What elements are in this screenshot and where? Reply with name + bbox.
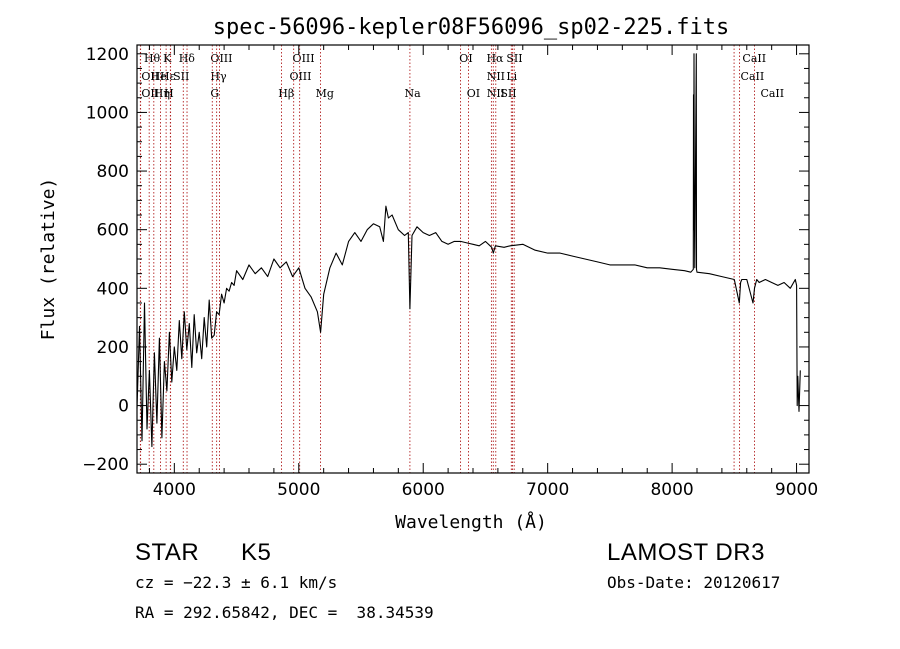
marker-label: CaII	[760, 87, 784, 100]
y-tick-label: 1200	[86, 45, 129, 65]
y-tick-label: −200	[82, 455, 129, 475]
series-line-flux	[136, 53, 801, 448]
y-tick-label: 600	[97, 221, 129, 241]
marker-label: Hε	[160, 70, 176, 83]
marker-label: OIII	[289, 70, 311, 83]
x-tick-label: 6000	[402, 480, 445, 500]
marker-label: OIII	[293, 52, 315, 65]
y-axis-label: Flux (relative)	[38, 178, 59, 341]
marker-label: Hα	[486, 52, 504, 65]
marker-label: OIII	[210, 52, 232, 65]
y-tick-label: 400	[97, 279, 129, 299]
marker-label: Hβ	[278, 87, 294, 100]
axis-ticks: 4000 5000 6000 7000 8000 9000 −200 0 200 400 600 80…	[82, 45, 818, 500]
survey-name: LAMOST DR3	[607, 539, 765, 566]
plot-frame	[136, 44, 810, 474]
marker-label: SII	[506, 52, 522, 65]
chart-title: spec-56096-kepler08F56096_sp02-225.fits	[213, 15, 730, 40]
x-tick-label: 8000	[650, 480, 693, 500]
marker-label: He	[151, 70, 167, 83]
marker-label: Hγ	[210, 70, 227, 83]
marker-label: NII	[487, 87, 505, 100]
marker-label: SII	[173, 70, 189, 83]
marker-label: CaII	[742, 52, 766, 65]
marker-label: Hθ	[144, 52, 161, 65]
marker-label: Na	[405, 87, 422, 100]
object-subclass: K5	[241, 539, 272, 566]
marker-label: K	[163, 52, 172, 65]
coordinates-text: RA = 292.65842, DEC = 38.34539	[135, 603, 434, 622]
x-axis-label: Wavelength (Å)	[395, 511, 547, 533]
marker-label: OII	[141, 70, 159, 83]
marker-label: Mg	[316, 87, 334, 100]
y-tick-label: 0	[118, 397, 129, 417]
marker-label: SII	[500, 87, 516, 100]
y-tick-label: 1000	[86, 103, 129, 123]
marker-label: H	[164, 87, 174, 100]
y-tick-label: 800	[97, 162, 129, 182]
x-tick-label: 9000	[775, 480, 818, 500]
marker-label: Hη	[154, 87, 170, 100]
redshift-text: cz = −22.3 ± 6.1 km/s	[135, 573, 338, 592]
x-tick-label: 7000	[526, 480, 569, 500]
marker-label: G	[210, 87, 219, 100]
marker-label: OI	[467, 87, 480, 100]
marker-label: OII	[141, 87, 159, 100]
marker-label: CaII	[741, 70, 765, 83]
x-tick-label: 4000	[153, 480, 196, 500]
y-tick-label: 200	[97, 338, 129, 358]
x-tick-label: 5000	[277, 480, 320, 500]
marker-label: OI	[459, 52, 472, 65]
marker-label: Hδ	[179, 52, 196, 65]
observation-date: Obs-Date: 20120617	[607, 573, 781, 592]
flux-series	[136, 53, 801, 448]
marker-label: Li	[506, 70, 517, 83]
object-class: STAR	[135, 539, 200, 566]
